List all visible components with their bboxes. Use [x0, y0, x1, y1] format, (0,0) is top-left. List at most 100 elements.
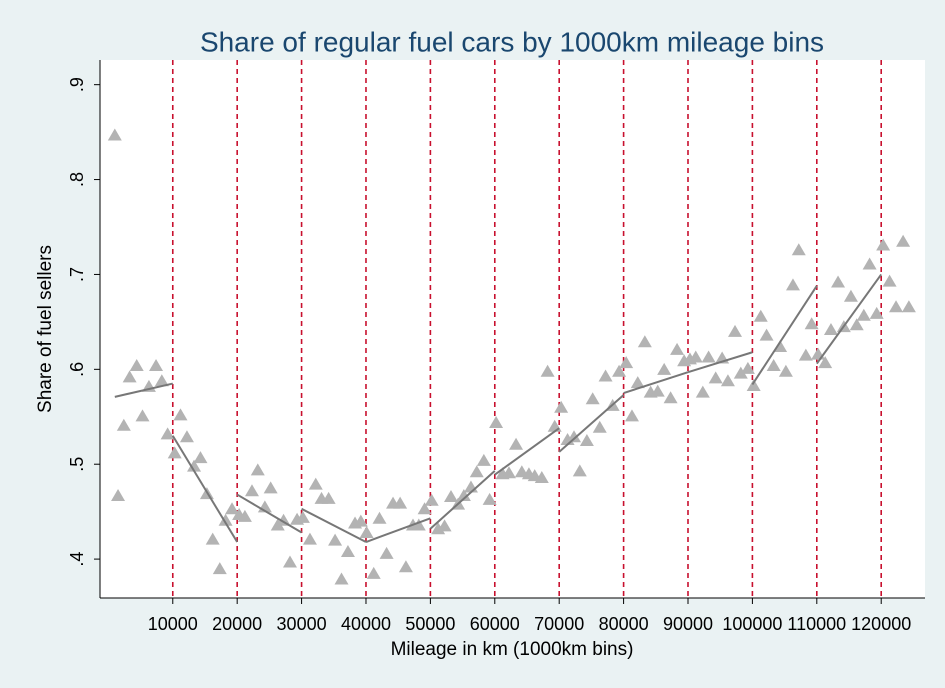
data-point: [728, 324, 743, 337]
data-point: [901, 300, 916, 313]
data-point: [443, 489, 458, 502]
data-point: [129, 359, 144, 372]
data-point: [540, 364, 555, 377]
data-point: [804, 317, 819, 330]
data-point: [798, 348, 813, 361]
data-point: [218, 513, 233, 526]
data-point: [417, 502, 432, 515]
data-point: [624, 409, 639, 422]
fit-line: [623, 371, 689, 394]
data-point: [187, 459, 202, 472]
data-point: [849, 318, 864, 331]
data-point: [334, 572, 349, 585]
data-point: [321, 491, 336, 504]
data-point: [657, 362, 672, 375]
data-point: [179, 430, 194, 443]
data-point: [688, 350, 703, 363]
data-point: [122, 370, 137, 383]
data-point: [111, 489, 126, 502]
data-point: [831, 275, 846, 288]
data-point: [116, 418, 131, 431]
data-point: [630, 376, 645, 389]
data-point: [250, 463, 265, 476]
data-point: [876, 238, 891, 251]
y-tick-label: .6: [67, 362, 87, 377]
data-point: [173, 408, 188, 421]
data-point: [501, 466, 516, 479]
y-tick-label: .7: [67, 267, 87, 282]
x-axis-title: Mileage in km (1000km bins): [391, 639, 634, 660]
data-point: [708, 371, 723, 384]
data-point: [637, 335, 652, 348]
data-point: [856, 308, 871, 321]
fit-line: [429, 470, 496, 530]
data-point: [193, 451, 208, 464]
data-point: [567, 430, 582, 443]
data-point: [308, 477, 323, 490]
data-point: [509, 437, 524, 450]
data-point: [585, 392, 600, 405]
data-point: [740, 361, 755, 374]
data-point: [411, 518, 426, 531]
data-point: [746, 378, 761, 391]
data-point: [862, 257, 877, 270]
x-tick-label: 90000: [663, 614, 713, 634]
fit-line: [171, 435, 239, 543]
fit-line: [687, 351, 753, 374]
data-point: [456, 489, 471, 502]
data-point: [598, 369, 613, 382]
fit-line: [494, 427, 560, 476]
x-tick-label: 40000: [341, 614, 391, 634]
data-point: [295, 510, 310, 523]
data-point: [476, 453, 491, 466]
data-point: [785, 278, 800, 291]
x-tick-label: 70000: [534, 614, 584, 634]
data-point: [869, 306, 884, 319]
data-point: [225, 502, 240, 515]
data-point: [160, 427, 175, 440]
data-point: [154, 374, 169, 387]
fit-line: [365, 517, 431, 543]
y-tick-label: .9: [67, 77, 87, 92]
data-point: [353, 514, 368, 527]
data-point: [263, 481, 278, 494]
y-tick-label: .4: [67, 552, 87, 567]
fit-line: [114, 382, 173, 398]
data-point: [135, 409, 150, 422]
data-point: [372, 511, 387, 524]
data-point: [212, 562, 227, 575]
data-point: [393, 496, 408, 509]
data-point: [823, 322, 838, 335]
data-point: [663, 391, 678, 404]
data-point: [167, 446, 182, 459]
y-axis-title: Share of fuel sellers: [35, 245, 56, 413]
fit-line: [558, 394, 625, 453]
data-point: [753, 309, 768, 322]
data-point: [302, 532, 317, 545]
data-point: [244, 484, 259, 497]
data-point: [592, 420, 607, 433]
data-point: [612, 364, 627, 377]
data-point: [766, 359, 781, 372]
x-tick-label: 120000: [851, 614, 911, 634]
data-point: [701, 350, 716, 363]
data-point: [424, 493, 439, 506]
x-tick-label: 10000: [148, 614, 198, 634]
data-point: [366, 566, 381, 579]
x-tick-label: 20000: [212, 614, 262, 634]
data-point: [650, 384, 665, 397]
data-point: [818, 356, 833, 369]
data-point: [579, 433, 594, 446]
data-point: [720, 374, 735, 387]
data-point: [791, 243, 806, 256]
x-tick-label: 80000: [599, 614, 649, 634]
data-point: [149, 359, 164, 372]
fit-line: [751, 285, 818, 386]
data-point: [843, 289, 858, 302]
data-point: [482, 492, 497, 505]
chart-title: Share of regular fuel cars by 1000km mil…: [200, 26, 824, 57]
x-tick-label: 50000: [405, 614, 455, 634]
data-point: [889, 300, 904, 313]
data-point: [759, 328, 774, 341]
